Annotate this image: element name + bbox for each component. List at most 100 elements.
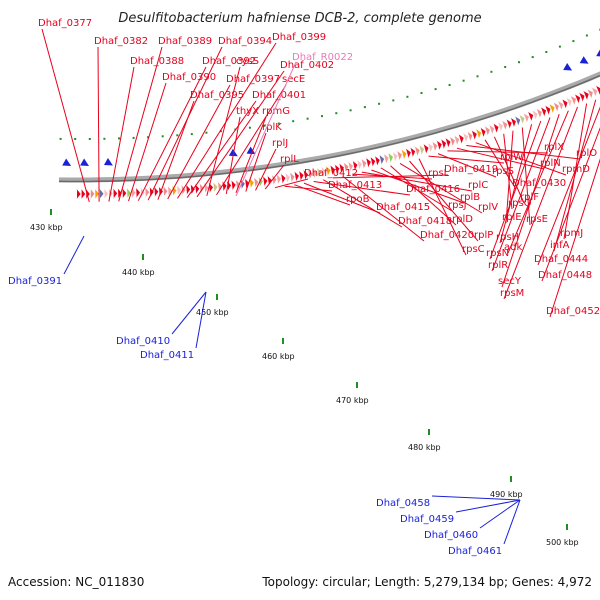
gene-block [445, 137, 451, 148]
minor-tick [292, 120, 295, 123]
gene-block [343, 162, 349, 173]
gene-label: Dhaf_0394 [218, 36, 272, 47]
kbp-tick-label: 460 kbp [262, 352, 295, 361]
gene-label: Dhaf_0415 [376, 202, 430, 213]
leader-line [390, 165, 457, 226]
gene-label: Dhaf_0399 [272, 32, 326, 43]
gene-label: rpoB [346, 194, 370, 205]
minor-tick [190, 133, 193, 136]
gene-label-reverse: Dhaf_0461 [448, 546, 502, 557]
gene-block [244, 178, 250, 189]
gene-block [117, 188, 122, 199]
gene-block [549, 103, 555, 114]
leader-line [97, 46, 100, 202]
leader-line-reverse [479, 499, 521, 529]
gene-block [316, 167, 322, 178]
gene-label: Dhaf_0395 [190, 90, 244, 101]
gene-label: rplD [452, 214, 473, 225]
minor-tick [321, 115, 323, 118]
leader-line [521, 127, 531, 226]
gene-block [339, 163, 344, 174]
minor-tick [545, 51, 548, 53]
minor-tick [349, 109, 352, 112]
gene-label: rplV [478, 202, 498, 213]
minor-tick [448, 84, 451, 86]
minor-tick [335, 112, 338, 115]
gene-block [467, 131, 473, 142]
kbp-tick-mark [50, 209, 52, 215]
gene-block [405, 148, 411, 159]
gene-label: rpsE [526, 214, 548, 225]
leader-line-reverse [503, 499, 521, 545]
leader-line-reverse [455, 499, 521, 513]
gene-block [330, 165, 335, 176]
gene-label: rplB [460, 192, 480, 203]
gene-label: rplR [488, 260, 508, 271]
kbp-tick-label: 430 kbp [30, 223, 63, 232]
gene-block [76, 189, 81, 199]
backbone-shadow [58, 74, 600, 183]
gene-block [99, 188, 104, 199]
kbp-tick-mark [142, 254, 144, 260]
gene-label: thyX [236, 106, 259, 117]
leader-line [537, 106, 600, 266]
gene-label-reverse: Dhaf_0459 [400, 514, 454, 525]
map-title: Desulfitobacterium hafniense DCB-2, comp… [118, 11, 481, 26]
gene-label: Dhaf_0420 [420, 230, 474, 241]
leader-line [225, 116, 241, 194]
gene-label: Dhaf_0390 [162, 72, 216, 83]
gene-block [163, 186, 168, 197]
gene-block [90, 188, 95, 199]
kbp-tick-label: 500 kbp [546, 538, 579, 547]
gene-label: rplL [280, 154, 299, 165]
gene-block [519, 114, 525, 125]
minor-tick [462, 79, 465, 82]
gene-label-reverse: Dhaf_0410 [116, 336, 170, 347]
minor-tick [263, 124, 266, 127]
leader-line [489, 120, 542, 260]
gene-block [475, 128, 482, 139]
minor-tick [518, 61, 520, 64]
gene-block [570, 95, 577, 106]
leader-line [456, 147, 545, 170]
gene-block [374, 155, 380, 166]
gene-block [307, 169, 313, 180]
gene-block [370, 156, 376, 167]
gene-block [454, 135, 460, 146]
leader-line [553, 99, 597, 252]
gene-label: rpmJ [560, 228, 583, 239]
gene-block [557, 100, 564, 111]
minor-tick [392, 99, 395, 102]
minor-tick [161, 135, 164, 138]
gene-label: rpsC [462, 244, 485, 255]
leader-line [491, 117, 551, 272]
gene-block [396, 150, 402, 161]
gene-label: Dhaf_0444 [534, 254, 588, 265]
gene-block [122, 188, 127, 199]
gene-label: rpsQ [508, 198, 532, 209]
gene-block [181, 185, 186, 196]
kbp-ticks: 430 kbp 440 kbp 450 kbp 460 kbp 470 kbp 480 k… [30, 28, 600, 547]
gene-label: infA [550, 240, 570, 251]
accession-text: Accession: NC_011830 [8, 575, 144, 589]
gene-block [449, 136, 455, 147]
minor-tick [74, 138, 77, 140]
leader-line [399, 162, 483, 214]
gene-block [258, 176, 263, 187]
minor-tick [406, 95, 409, 98]
gene-block [532, 110, 538, 120]
leader-line [484, 139, 517, 190]
kbp-tick-label: 450 kbp [196, 308, 229, 317]
leader-line [549, 158, 600, 318]
gene-label: Dhaf_0382 [94, 36, 148, 47]
gene-label: Dhaf_0412 [304, 168, 358, 179]
rna-label: Dhaf_R0022 [292, 52, 353, 63]
leader-line [186, 100, 257, 198]
gene-block [213, 182, 218, 193]
gene-label: rplW [500, 152, 523, 163]
gene-label: rpsS [492, 166, 514, 177]
minor-tick [219, 130, 222, 133]
gene-block [440, 139, 447, 149]
gene-block [361, 158, 367, 169]
gene-block [285, 172, 291, 183]
